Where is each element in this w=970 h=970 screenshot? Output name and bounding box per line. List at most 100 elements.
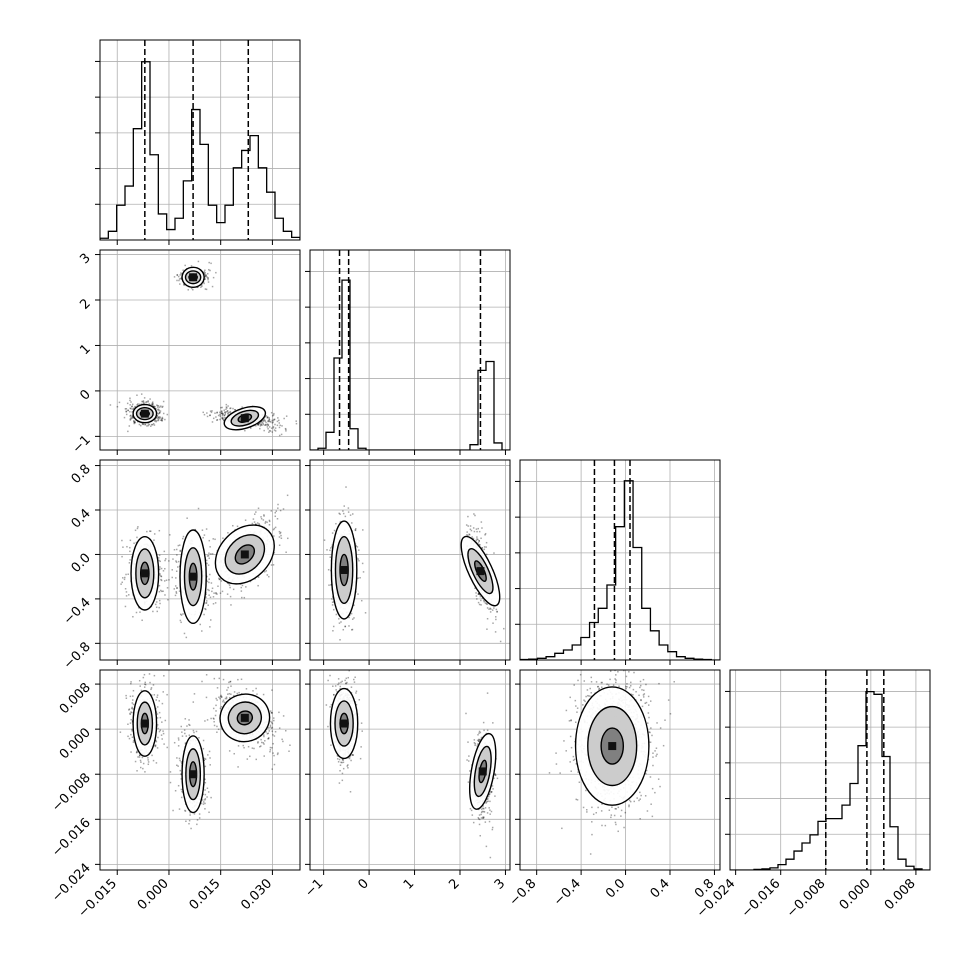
tick-label-y: 0.000 [57, 725, 94, 762]
sample-point [125, 595, 128, 597]
sample-point [271, 722, 274, 725]
sample-point [351, 618, 354, 620]
sample-point [273, 418, 275, 421]
sample-point [217, 414, 220, 417]
sample-point [252, 518, 255, 520]
sample-point [161, 417, 164, 420]
sample-point [152, 610, 154, 613]
sample-point [221, 417, 223, 420]
sample-point [131, 415, 133, 418]
sample-point [474, 514, 476, 517]
sample-point [169, 534, 171, 536]
sample-point [209, 414, 211, 417]
sample-point [350, 759, 352, 762]
sample-point [344, 515, 347, 518]
sample-point [214, 602, 217, 604]
sample-point [172, 558, 174, 560]
sample-point [478, 530, 481, 533]
sample-point [255, 425, 257, 427]
sample-point [266, 417, 269, 419]
sample-point [221, 416, 223, 419]
sample-point [201, 529, 204, 531]
sample-point [329, 556, 332, 558]
sample-point [159, 602, 161, 605]
sample-point [207, 791, 210, 793]
sample-point [354, 527, 357, 530]
panel-content [100, 250, 300, 450]
sample-point [218, 578, 221, 581]
sample-point [203, 613, 205, 616]
sample-point [123, 578, 126, 581]
sample-point [143, 686, 146, 688]
sample-point [224, 411, 227, 414]
sample-point [212, 417, 215, 420]
sample-point [131, 699, 134, 701]
sample-point [257, 576, 260, 578]
sample-point [134, 760, 137, 763]
sample-point [133, 422, 135, 425]
sample-point [331, 532, 334, 534]
sample-point [130, 401, 132, 403]
tick-label-x: 0.030 [238, 876, 275, 913]
sample-point [176, 279, 178, 282]
sample-point [348, 757, 351, 760]
sample-point [204, 808, 206, 810]
sample-point [207, 564, 210, 566]
sample-point [234, 409, 237, 411]
sample-point [161, 419, 163, 422]
sample-point [270, 711, 273, 714]
sample-point [205, 274, 207, 277]
sample-point [339, 520, 342, 523]
sample-point [323, 539, 326, 541]
sample-point [216, 418, 219, 421]
sample-point [339, 513, 341, 515]
sample-point [176, 273, 179, 276]
sample-point [274, 427, 277, 429]
sample-point [271, 419, 273, 422]
sample-point [269, 749, 272, 751]
sample-point [148, 403, 151, 405]
sample-point [267, 424, 270, 426]
sample-point [255, 758, 257, 761]
sample-point [222, 413, 224, 415]
sample-point [186, 725, 188, 727]
sample-point [130, 718, 132, 721]
sample-point [232, 407, 234, 410]
sample-point [158, 554, 161, 557]
sample-point [179, 759, 181, 762]
sample-point [202, 801, 205, 803]
sample-point [133, 420, 135, 423]
sample-point [286, 494, 289, 497]
sample-point [139, 403, 141, 406]
sample-point [266, 416, 269, 418]
sample-point [147, 401, 149, 403]
sample-point [156, 409, 159, 411]
sample-point [157, 557, 160, 559]
sample-point [136, 527, 139, 530]
tick-label-x: 0.000 [135, 876, 172, 913]
sample-point [151, 754, 153, 757]
sample-point [357, 577, 359, 579]
sample-point [210, 619, 212, 621]
sample-point [162, 691, 164, 693]
sample-point [212, 717, 215, 720]
sample-point [203, 757, 206, 760]
sample-point [150, 688, 152, 691]
sample-point [212, 603, 215, 605]
sample-point [203, 534, 206, 536]
sample-point [174, 585, 177, 587]
sample-point [476, 530, 478, 533]
sample-point [219, 413, 221, 416]
histogram-step [100, 61, 300, 240]
sample-point [273, 552, 276, 554]
sample-point [342, 512, 345, 515]
sample-point [260, 741, 263, 744]
sample-point [342, 510, 344, 512]
sample-point [156, 415, 159, 417]
sample-point [477, 601, 480, 604]
sample-point [178, 279, 180, 282]
sample-point [330, 703, 333, 706]
sample-point [279, 531, 282, 534]
sample-point [219, 592, 222, 594]
sample-point [217, 728, 220, 731]
